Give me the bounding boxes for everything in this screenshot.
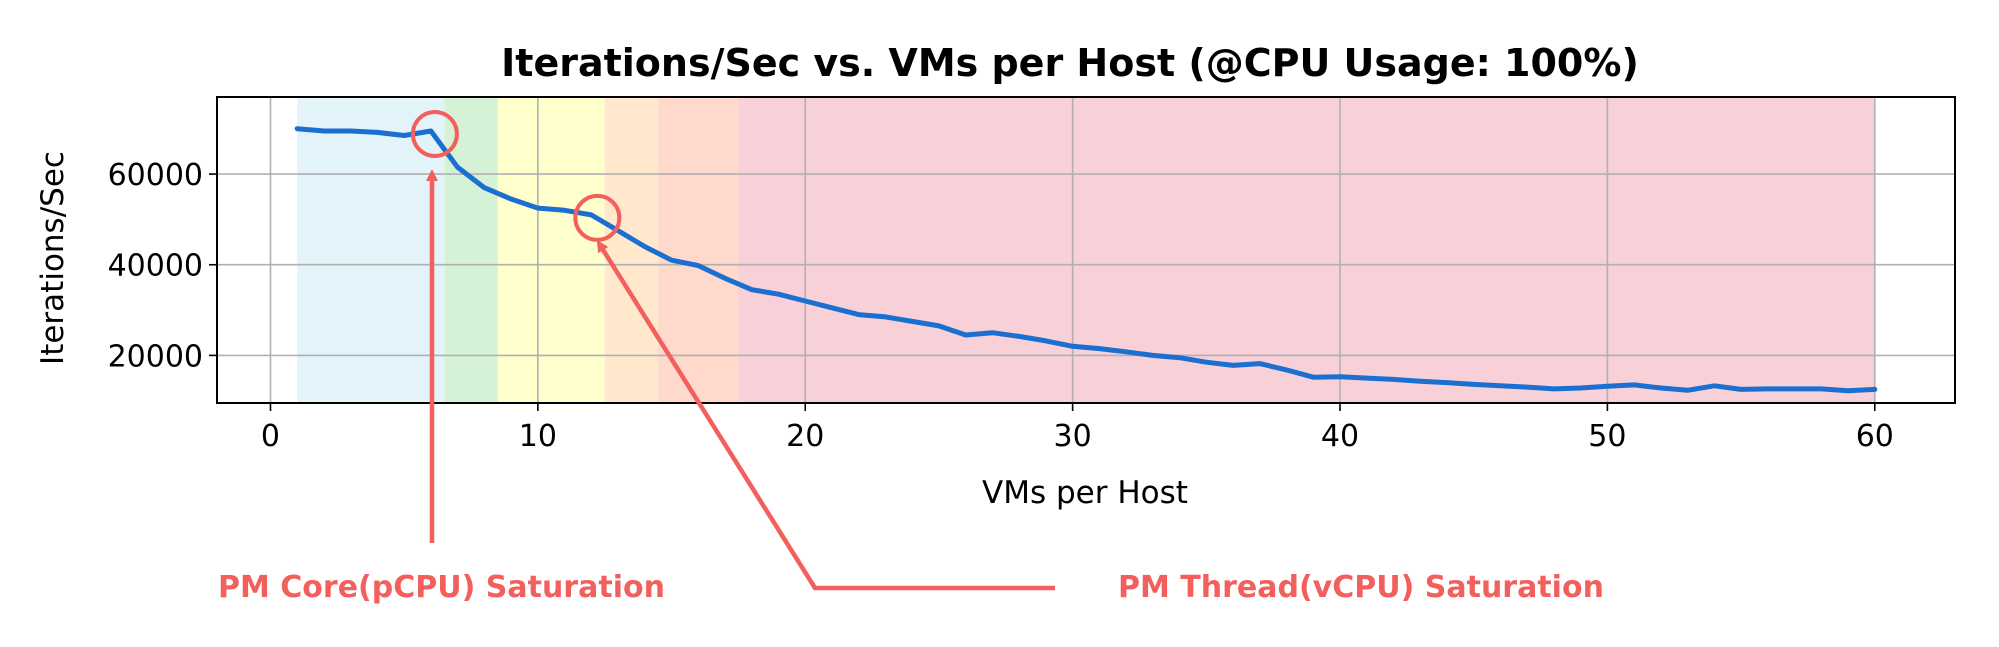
y-tick-label: 20000 <box>108 339 203 374</box>
band-4 <box>658 97 739 403</box>
saturation-marker-thread <box>573 193 622 242</box>
y-axis-label: Iterations/Sec <box>35 151 71 365</box>
chart-title: Iterations/Sec vs. VMs per Host (@CPU Us… <box>501 41 1639 85</box>
plot-frame <box>216 96 1956 404</box>
gridlines <box>217 97 1955 403</box>
x-tick-label: 50 <box>1588 419 1626 454</box>
x-axis-ticks: 0 10 20 30 40 50 60 <box>261 403 1894 454</box>
x-tick-label: 0 <box>261 419 280 454</box>
x-tick-label: 40 <box>1321 419 1359 454</box>
x-tick-label: 30 <box>1054 419 1092 454</box>
y-tick-label: 60000 <box>108 158 203 193</box>
arrow-thread <box>596 239 1055 591</box>
background-bands <box>297 97 1875 403</box>
band-1 <box>444 97 498 403</box>
annotation-label-thread: PM Thread(vCPU) Saturation <box>1118 570 1604 605</box>
annotation-label-core: PM Core(pCPU) Saturation <box>218 570 665 605</box>
saturation-marker-core <box>410 110 459 158</box>
x-tick-label: 20 <box>786 419 824 454</box>
series-line <box>294 126 1878 394</box>
band-2 <box>497 97 605 403</box>
y-axis-ticks: 20000 40000 60000 <box>108 158 217 374</box>
band-0 <box>297 97 445 403</box>
annotations: PM Core(pCPU) Saturation PM Thread(vCPU) … <box>218 110 1604 605</box>
y-tick-label: 40000 <box>108 249 203 284</box>
x-tick-label: 60 <box>1856 419 1894 454</box>
x-tick-label: 10 <box>519 419 557 454</box>
x-axis-label: VMs per Host <box>982 475 1188 511</box>
band-5 <box>738 97 1875 403</box>
